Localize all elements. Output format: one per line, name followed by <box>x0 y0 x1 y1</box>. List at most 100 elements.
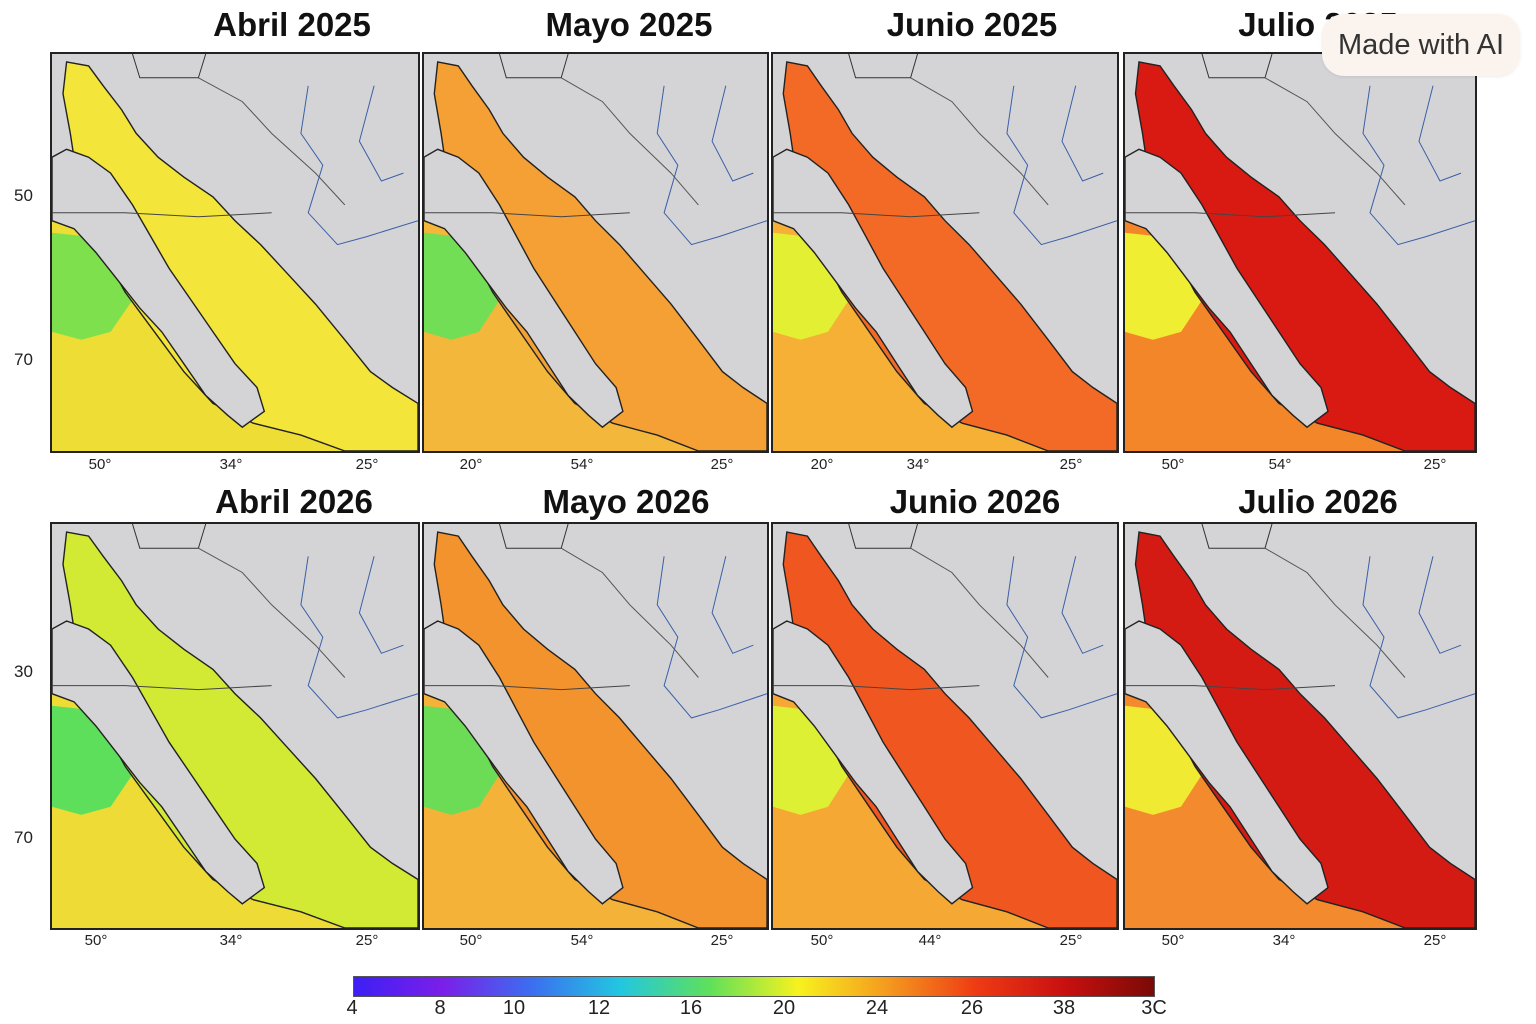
y-tick-label: 50 <box>14 186 33 205</box>
river <box>1418 556 1462 654</box>
pacific-ocean-sst <box>1125 192 1475 451</box>
map-panel-mayo-2026 <box>422 522 769 930</box>
border-line <box>424 212 630 218</box>
state-border <box>198 547 346 678</box>
x-tick-label: 44° <box>918 932 942 949</box>
x-tick-label: 50° <box>1161 456 1185 473</box>
baja-peninsula <box>1125 620 1329 905</box>
x-tick-label: 34° <box>1272 932 1296 949</box>
x-tick-label: 54° <box>570 456 594 473</box>
x-tick-label: 25° <box>355 456 379 473</box>
x-tick-label: 34° <box>219 456 243 473</box>
panel-title-junio-2026: Junio 2026 <box>889 483 1061 520</box>
baja-peninsula <box>424 148 624 429</box>
border-line <box>52 212 272 218</box>
x-tick-label: 25° <box>710 932 734 949</box>
x-tick-label: 20° <box>459 456 483 473</box>
pacific-ocean-sst <box>424 665 767 928</box>
state-border <box>1201 524 1273 549</box>
x-tick-label: 25° <box>355 932 379 949</box>
x-tick-label: 50° <box>1161 932 1185 949</box>
state-border <box>499 54 569 79</box>
river <box>300 85 418 246</box>
pacific-ocean-sst <box>773 665 1117 928</box>
x-tick-label: 20° <box>810 456 834 473</box>
baja-peninsula <box>773 148 974 429</box>
state-border <box>132 54 207 79</box>
x-tick-label: 50° <box>84 932 108 949</box>
x-tick-label: 50° <box>810 932 834 949</box>
colorbar-tick-label: 20 <box>772 997 796 1019</box>
y-tick-label: 30 <box>14 662 33 681</box>
x-tick-label: 54° <box>570 932 594 949</box>
map-panel-mayo-2025 <box>422 52 769 453</box>
pacific-ocean-sst <box>773 192 1117 451</box>
river <box>358 556 404 654</box>
state-border <box>910 547 1049 678</box>
x-tick-label: 25° <box>1423 932 1447 949</box>
state-border <box>499 524 569 549</box>
river <box>300 556 418 719</box>
panel-title-mayo-2026: Mayo 2026 <box>542 483 710 520</box>
baja-peninsula <box>773 620 974 905</box>
y-tick-label: 70 <box>14 350 33 369</box>
colorbar-tick-label: 26 <box>960 997 984 1019</box>
pacific-ocean-sst <box>52 665 418 928</box>
panel-title-abril-2026: Abril 2026 <box>215 483 373 520</box>
state-border <box>1201 54 1273 79</box>
map-canvas <box>424 54 767 451</box>
colorbar-tick-label: 8 <box>434 997 446 1019</box>
river <box>656 556 767 719</box>
x-tick-label: 34° <box>219 932 243 949</box>
colorbar-tick-label: 12 <box>587 997 611 1019</box>
temperature-colorbar <box>353 976 1155 997</box>
map-panel-abril-2026 <box>50 522 420 930</box>
border-line <box>52 685 272 691</box>
river <box>1006 556 1117 719</box>
map-canvas <box>52 524 418 928</box>
river <box>1061 556 1104 654</box>
river <box>711 85 754 182</box>
panel-title-abril-2025: Abril 2025 <box>213 6 371 43</box>
baja-peninsula <box>424 620 624 905</box>
border-line <box>773 212 980 218</box>
baja-peninsula <box>52 620 266 905</box>
river <box>1006 85 1117 246</box>
river <box>1362 556 1475 719</box>
colorbar-tick-label: 4 <box>346 997 358 1019</box>
colorbar-tick-label: 16 <box>679 997 703 1019</box>
colorbar-tick-label: 10 <box>502 997 526 1019</box>
border-line <box>1125 212 1336 218</box>
map-panel-junio-2026 <box>771 522 1119 930</box>
x-tick-label: 50° <box>459 932 483 949</box>
panel-title-junio-2025: Junio 2025 <box>886 6 1058 43</box>
pacific-ocean-sst <box>52 192 418 451</box>
river <box>1061 85 1104 182</box>
map-panel-junio-2025 <box>771 52 1119 453</box>
map-canvas <box>424 524 767 928</box>
state-border <box>132 524 207 549</box>
map-panel-abril-2025 <box>50 52 420 453</box>
state-border <box>848 54 918 79</box>
state-border <box>560 77 699 206</box>
x-tick-label: 25° <box>1423 456 1447 473</box>
river <box>358 85 404 182</box>
map-canvas <box>773 54 1117 451</box>
river <box>1418 85 1462 182</box>
panel-title-julio-2026: Julio 2026 <box>1238 483 1398 520</box>
border-line <box>773 685 980 691</box>
state-border <box>1264 547 1406 678</box>
map-canvas <box>52 54 418 451</box>
map-panel-julio-2026 <box>1123 522 1477 930</box>
colorbar-tick-label: 3C <box>1141 997 1167 1019</box>
x-tick-label: 25° <box>710 456 734 473</box>
made-with-ai-badge: Made with AI <box>1321 14 1520 76</box>
map-canvas <box>1125 54 1475 451</box>
border-line <box>424 685 630 691</box>
state-border <box>560 547 699 678</box>
state-border <box>910 77 1049 206</box>
map-canvas <box>1125 524 1475 928</box>
border-line <box>1125 685 1336 691</box>
baja-peninsula <box>52 148 266 429</box>
colorbar-tick-label: 24 <box>865 997 889 1019</box>
